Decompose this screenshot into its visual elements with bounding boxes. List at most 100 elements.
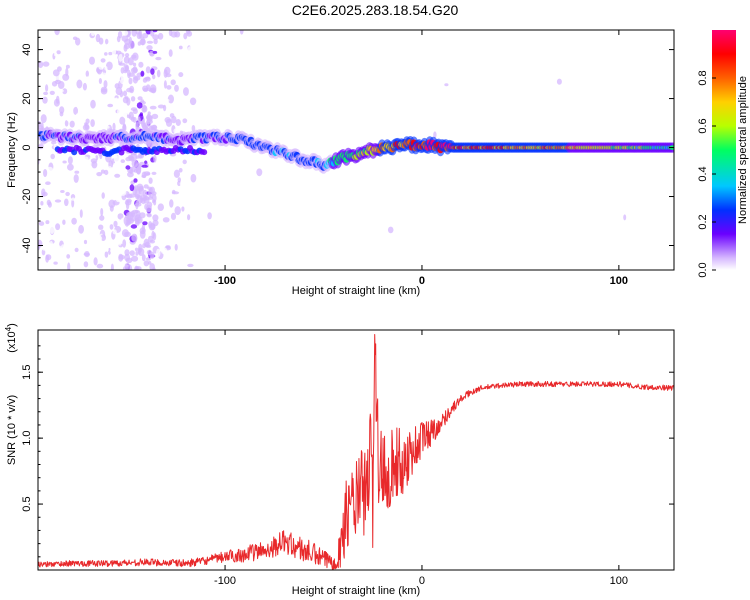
heatmap-speckle [152, 34, 160, 40]
heatmap-speckle [98, 202, 103, 207]
heatmap-speckle [119, 171, 124, 179]
heatmap-speckle [148, 189, 152, 198]
heatmap-speckle [137, 116, 141, 124]
heatmap-speckle [188, 87, 192, 96]
heatmap-speckle [55, 245, 62, 251]
heatmap-speckle [131, 166, 136, 173]
heatmap-speckle [71, 217, 77, 225]
heatmap-speckle [100, 58, 106, 63]
heatmap-speckle [142, 221, 148, 226]
heatmap-speckle [70, 264, 76, 270]
spectrogram-panel: -100 0 100 -40 -20 0 20 40 Height of straight l… [6, 29, 675, 297]
heatmap-speckle [52, 69, 60, 77]
heatmap-speckle [140, 99, 145, 103]
heatmap-speckle [190, 173, 197, 183]
heatmap-speckle [74, 170, 80, 174]
heatmap-speckle [100, 86, 108, 93]
heatmap-speckle [96, 172, 103, 177]
heatmap-speckle [178, 45, 183, 50]
heatmap-speckle [67, 262, 71, 270]
heatmap-speckle [149, 50, 154, 56]
heatmap-speckle [81, 156, 89, 161]
heatmap-speckle [151, 113, 159, 120]
heatmap-speckle [60, 62, 66, 69]
heatmap-speckle [186, 181, 192, 187]
heatmap-speckle [107, 81, 114, 86]
heatmap-speckle [263, 174, 268, 178]
heatmap-speckle [98, 78, 102, 84]
heatmap-speckle [137, 41, 142, 46]
heatmap-speckle [88, 246, 94, 255]
x-tick-label: 100 [610, 275, 628, 287]
heatmap-speckle [145, 205, 152, 213]
heatmap-speckle [174, 84, 179, 92]
heatmap-speckle [176, 152, 181, 160]
heatmap-speckle [89, 56, 95, 65]
heatmap-speckle [146, 249, 152, 256]
heatmap-speckle [49, 90, 55, 95]
heatmap-speckle [124, 65, 129, 72]
heatmap-speckle [121, 229, 129, 238]
heatmap-speckle [141, 254, 146, 262]
heatmap-speckle [146, 45, 153, 51]
heatmap-speckle [38, 239, 43, 248]
heatmap-speckle [43, 91, 49, 96]
heatmap-speckle [177, 177, 181, 183]
heatmap-speckle [355, 201, 360, 206]
heatmap-speckle [91, 31, 95, 36]
heatmap-speckle [187, 263, 194, 268]
heatmap-speckle [98, 255, 105, 262]
heatmap-speckle [69, 120, 75, 128]
spectrogram-frame [37, 29, 675, 271]
heatmap-speckle [76, 79, 83, 89]
heatmap-speckle [90, 113, 98, 120]
heatmap-speckle [170, 79, 176, 86]
heatmap-speckle [62, 73, 70, 81]
heatmap-speckle [157, 104, 165, 109]
heatmap-speckle [49, 240, 54, 250]
heatmap-speckle [114, 97, 119, 106]
heatmap-speckle [191, 125, 196, 132]
heatmap-speckle [146, 40, 154, 44]
heatmap-speckle [187, 46, 194, 52]
heatmap-speckle [38, 60, 44, 69]
heatmap-speckle [80, 114, 87, 123]
colorbar-ticks: 0.0 0.2 0.4 0.6 0.8 [697, 70, 716, 278]
heatmap-speckle [165, 118, 173, 127]
heatmap-speckle [57, 81, 65, 89]
heatmap-speckle [138, 61, 144, 68]
heatmap-speckle [130, 54, 137, 59]
heatmap-speckle [49, 225, 55, 234]
heatmap-speckle [153, 154, 157, 163]
heatmap-speckle [85, 76, 90, 85]
heatmap-speckle [145, 66, 151, 74]
heatmap-speckle [173, 49, 179, 58]
heatmap-speckle [135, 266, 140, 270]
heatmap-speckle [137, 96, 143, 101]
heatmap-speckle [146, 213, 152, 218]
heatmap-speckle [167, 106, 173, 116]
heatmap-speckle [96, 263, 104, 269]
heatmap-speckle [119, 188, 127, 196]
heatmap-speckle [125, 53, 130, 58]
heatmap-speckle [140, 36, 145, 46]
heatmap-speckle [73, 174, 79, 183]
heatmap-speckle [136, 32, 142, 40]
heatmap-speckle [170, 212, 177, 220]
y-tick-label: 40 [21, 43, 33, 55]
heatmap-speckle [164, 98, 170, 103]
heatmap-speckle [186, 30, 193, 37]
snr-panel: -100 0 100 0.5 1.0 1.5 Height of straight lin… [4, 323, 675, 597]
heatmap-speckle [90, 158, 98, 164]
heatmap-speckle [174, 243, 178, 251]
heatmap-speckle [113, 220, 118, 228]
heatmap-speckle [189, 97, 197, 106]
heatmap-speckle [103, 210, 110, 217]
heatmap-speckle [105, 38, 109, 45]
heatmap-speckle [112, 122, 116, 131]
y-tick-label: 20 [21, 92, 33, 104]
heatmap-speckle [147, 235, 154, 243]
heatmap-speckle [53, 34, 57, 41]
heatmap-speckle [132, 75, 139, 84]
heatmap-speckle [117, 31, 123, 39]
